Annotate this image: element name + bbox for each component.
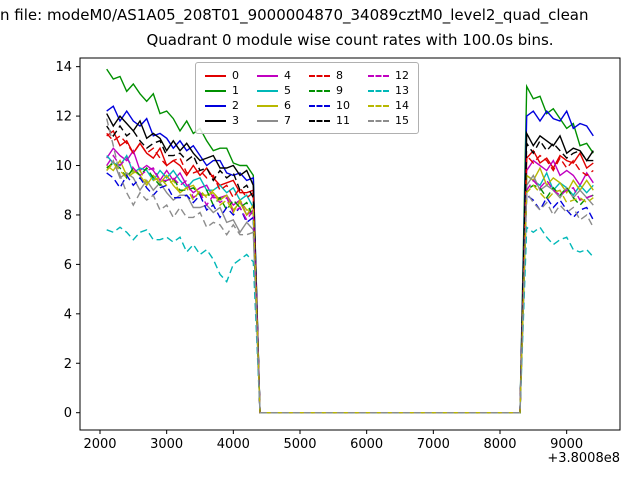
legend-label: 14: [395, 99, 409, 112]
series-line-9: [106, 162, 594, 414]
x-tick-label: 7000: [417, 437, 450, 452]
series-line-6: [106, 159, 594, 414]
legend-item-3: 3: [205, 113, 239, 128]
x-tick-label: 4000: [217, 437, 250, 452]
legend-item-5: 5: [257, 83, 291, 98]
legend-label: 11: [336, 114, 350, 127]
legend-line-swatch: [257, 89, 278, 92]
legend-label: 0: [232, 69, 239, 82]
series-line-13: [106, 225, 594, 414]
series-line-2: [106, 105, 594, 414]
x-tick-label: 8000: [483, 437, 516, 452]
legend-item-10: 10: [309, 98, 350, 113]
series-line-3: [106, 113, 594, 414]
legend-label: 8: [336, 69, 343, 82]
series-line-0: [106, 129, 594, 414]
legend-line-swatch: [257, 119, 278, 122]
series-line-1: [106, 68, 594, 414]
legend-line-swatch: [257, 104, 278, 107]
legend-line-swatch: [257, 74, 278, 77]
legend: 0 1 2 3 4 5 6 7 8 9 10 11 12 13 14 15: [195, 62, 419, 134]
series-line-14: [106, 161, 594, 414]
legend-line-swatch: [309, 74, 330, 77]
legend-label: 12: [395, 69, 409, 82]
legend-line-swatch: [368, 119, 389, 122]
legend-label: 10: [336, 99, 350, 112]
axes-frame: [79, 57, 621, 431]
legend-item-0: 0: [205, 68, 239, 83]
y-tick-label: 4: [64, 307, 72, 322]
legend-label: 5: [284, 84, 291, 97]
y-tick-label: 8: [64, 208, 72, 223]
legend-line-swatch: [309, 89, 330, 92]
legend-label: 9: [336, 84, 343, 97]
legend-line-swatch: [368, 104, 389, 107]
series-line-4: [106, 147, 594, 414]
x-tick-label: 6000: [350, 437, 383, 452]
legend-line-swatch: [368, 74, 389, 77]
legend-line-swatch: [309, 119, 330, 122]
legend-item-1: 1: [205, 83, 239, 98]
legend-label: 3: [232, 114, 239, 127]
legend-item-13: 13: [368, 83, 409, 98]
legend-line-swatch: [205, 89, 226, 92]
y-tick-label: 10: [55, 159, 72, 174]
legend-line-swatch: [205, 119, 226, 122]
y-tick-label: 2: [64, 357, 72, 372]
legend-item-12: 12: [368, 68, 409, 83]
y-tick-label: 12: [55, 110, 72, 125]
legend-label: 4: [284, 69, 291, 82]
y-tick-label: 14: [55, 60, 72, 75]
legend-label: 1: [232, 84, 239, 97]
legend-item-14: 14: [368, 98, 409, 113]
x-axis-offset-label: +3.8008e8: [547, 451, 620, 466]
series-line-10: [106, 172, 594, 414]
x-tick-label: 3000: [150, 437, 183, 452]
x-tick-label: 2000: [83, 437, 116, 452]
series-line-12: [106, 154, 594, 414]
legend-item-6: 6: [257, 98, 291, 113]
figure-title: n file: modeM0/AS1A05_208T01_9000004870_…: [0, 6, 589, 24]
legend-line-swatch: [205, 104, 226, 107]
legend-item-4: 4: [257, 68, 291, 83]
legend-label: 15: [395, 114, 409, 127]
legend-item-7: 7: [257, 113, 291, 128]
series-line-15: [106, 118, 594, 414]
legend-line-swatch: [368, 89, 389, 92]
legend-item-2: 2: [205, 98, 239, 113]
legend-label: 13: [395, 84, 409, 97]
series-line-8: [106, 132, 594, 414]
legend-line-swatch: [205, 74, 226, 77]
legend-label: 6: [284, 99, 291, 112]
legend-label: 2: [232, 99, 239, 112]
legend-item-11: 11: [309, 113, 350, 128]
legend-label: 7: [284, 114, 291, 127]
legend-line-swatch: [309, 104, 330, 107]
x-tick-label: 5000: [283, 437, 316, 452]
y-tick-label: 0: [64, 406, 72, 421]
legend-item-9: 9: [309, 83, 350, 98]
y-tick-label: 6: [64, 258, 72, 273]
legend-item-15: 15: [368, 113, 409, 128]
axes-title: Quadrant 0 module wise count rates with …: [146, 31, 554, 49]
x-tick-label: 9000: [550, 437, 583, 452]
legend-item-8: 8: [309, 68, 350, 83]
